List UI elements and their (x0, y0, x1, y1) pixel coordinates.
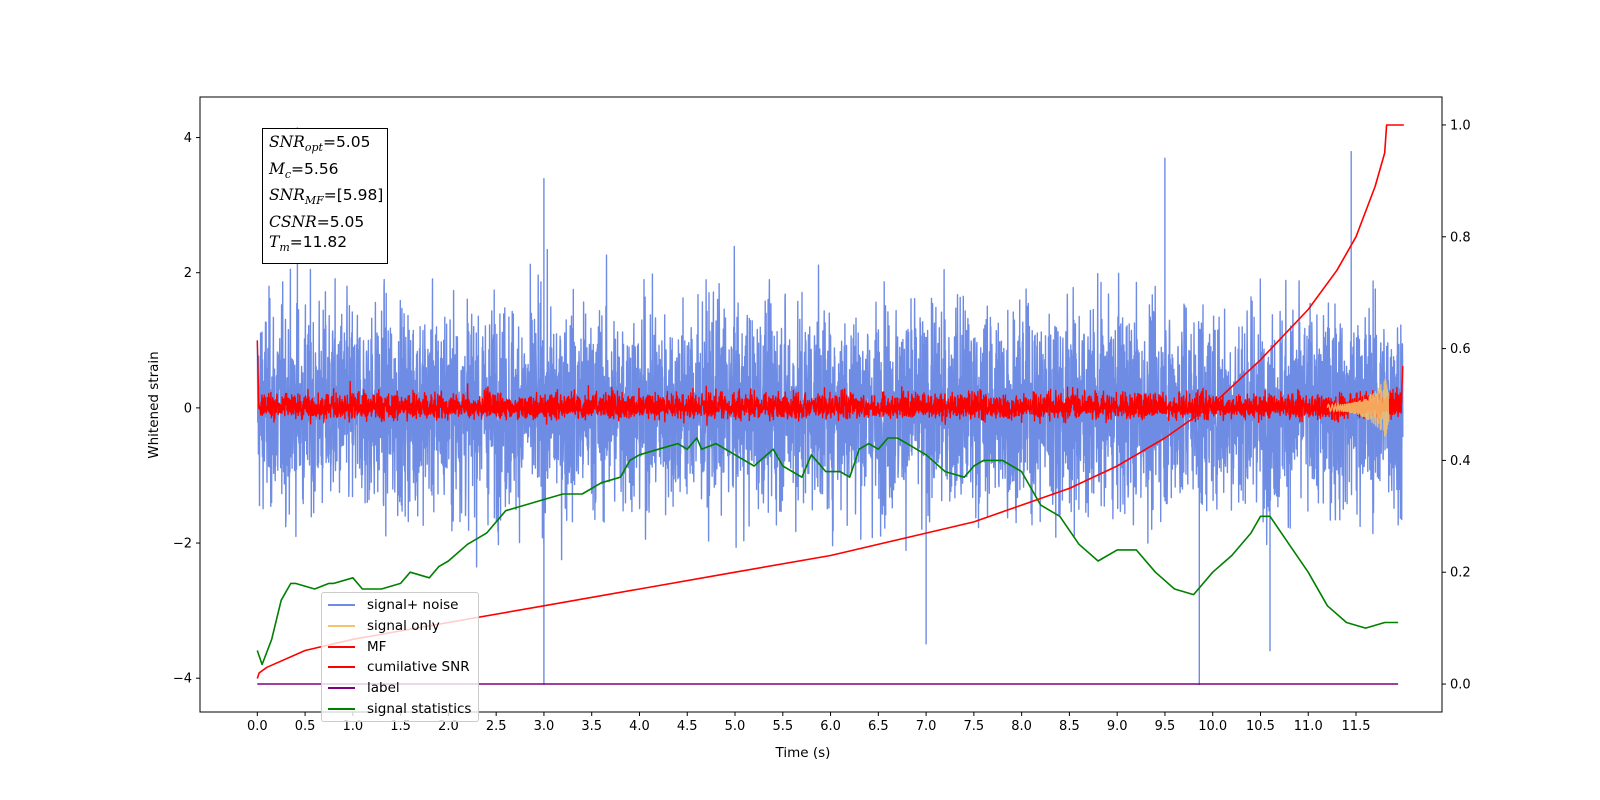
x-tick-label: 1.5 (390, 719, 411, 734)
legend-swatch (328, 666, 355, 669)
x-tick-label: 7.5 (964, 719, 985, 734)
y-tick-label: 0 (184, 401, 192, 416)
y-tick-label: −2 (173, 537, 192, 552)
legend-item-mf: MF (328, 636, 472, 657)
x-tick-label: 1.0 (343, 719, 364, 734)
y-tick-label: −4 (173, 672, 192, 687)
legend-item-signal-statistics: signal statistics (328, 698, 472, 719)
x-tick-label: 7.0 (916, 719, 937, 734)
mc-annotation: Mc=5.56 (269, 159, 339, 181)
x-tick-label: 11.0 (1294, 719, 1323, 734)
x-tick-label: 0.0 (247, 719, 268, 734)
x-tick-label: 0.5 (295, 719, 316, 734)
x-tick-label: 9.5 (1155, 719, 1176, 734)
y2-tick-label: 0.6 (1450, 342, 1471, 357)
series-mf (256, 340, 1404, 426)
series-signal-noise (256, 127, 1404, 685)
y-axis-label: Whitened strain (146, 351, 162, 458)
snr-mf-annotation: SNRMF=[5.98] (269, 186, 384, 208)
x-tick-label: 8.0 (1011, 719, 1032, 734)
y2-tick-label: 0.8 (1450, 230, 1471, 245)
axes: 0.0 0.5 1.0 1.5 2.0 2.5 3.0 3.5 4.0 4.5 5.0 5.5 6.0 6… (173, 96, 1471, 734)
legend: signal+ noise signal only MF cumilative … (321, 592, 479, 723)
y-tick-label: 2 (184, 266, 192, 281)
tm-annotation: Tm=11.82 (269, 233, 348, 255)
y2-tick-label: 1.0 (1450, 118, 1471, 133)
legend-item-signal-only: signal only (328, 616, 472, 637)
x-tick-label: 2.5 (486, 719, 507, 734)
y2-tick-label: 0.0 (1450, 678, 1471, 693)
legend-item-signal-noise: signal+ noise (328, 595, 472, 616)
series-signal-statistics (256, 437, 1399, 666)
x-tick-label: 9.0 (1107, 719, 1128, 734)
series-signal-only (1326, 378, 1390, 437)
x-tick-label: 2.0 (438, 719, 459, 734)
x-tick-label: 10.5 (1246, 719, 1275, 734)
legend-swatch (328, 687, 355, 690)
legend-swatch (328, 707, 355, 710)
x-tick-label: 11.5 (1342, 719, 1371, 734)
legend-item-label: label (328, 678, 472, 699)
annotation-box: SNRopt=5.05 Mc=5.56 SNRMF=[5.98] CSNR=5.… (262, 128, 388, 264)
csnr-annotation: CSNR=5.05 (269, 212, 365, 231)
legend-swatch (328, 645, 355, 648)
legend-swatch (328, 604, 355, 607)
plot-frame (199, 96, 1443, 713)
y-tick-label: 4 (184, 131, 192, 146)
y2-tick-label: 0.4 (1450, 454, 1471, 469)
x-tick-label: 8.5 (1059, 719, 1080, 734)
legend-swatch (328, 625, 355, 628)
legend-item-cumulative-snr: cumilative SNR (328, 657, 472, 678)
x-tick-label: 4.0 (629, 719, 650, 734)
x-tick-label: 6.0 (820, 719, 841, 734)
x-tick-label: 4.5 (677, 719, 698, 734)
y2-tick-label: 0.2 (1450, 566, 1471, 581)
x-tick-label: 5.5 (772, 719, 793, 734)
x-tick-label: 10.0 (1198, 719, 1227, 734)
snr-opt-annotation: SNRopt=5.05 (269, 133, 371, 155)
x-tick-label: 6.5 (868, 719, 889, 734)
x-axis-label: Time (s) (775, 745, 831, 761)
x-tick-label: 3.5 (581, 719, 602, 734)
x-tick-label: 5.0 (725, 719, 746, 734)
x-tick-label: 3.0 (534, 719, 555, 734)
